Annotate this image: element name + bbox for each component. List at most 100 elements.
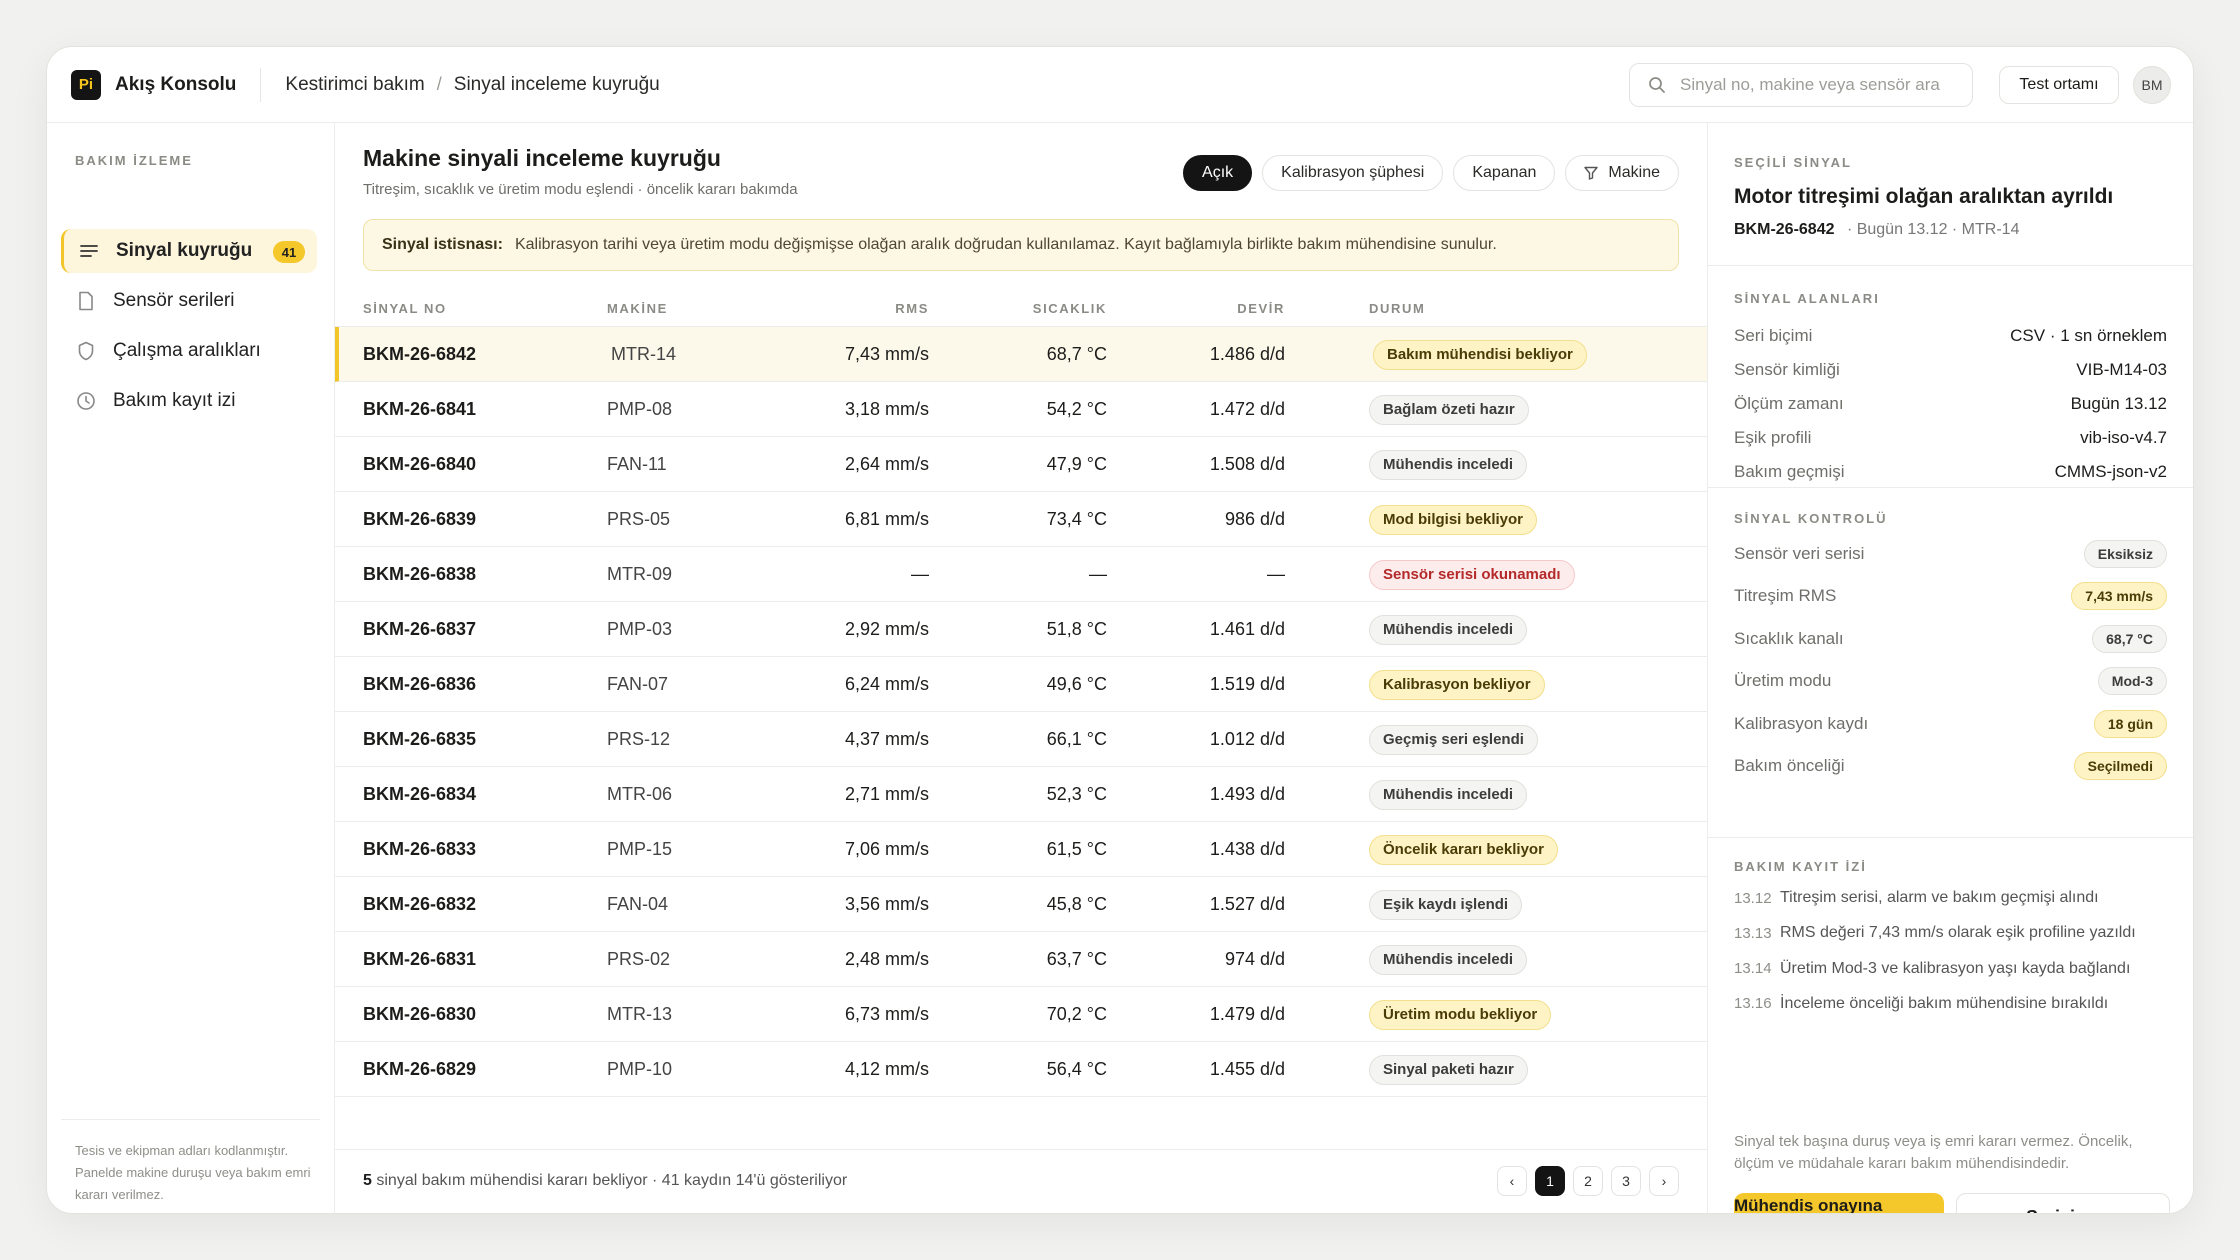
filter-machine[interactable]: Makine — [1565, 155, 1679, 191]
search-placeholder: Sinyal no, makine veya sensör ara — [1680, 75, 1940, 94]
signal-id-cell: BKM-26-6834 — [363, 784, 477, 804]
next-page-button[interactable]: › — [1649, 1166, 1679, 1196]
table-row[interactable]: BKM-26-6838 MTR-09 — — — Sensör serisi okunam… — [335, 547, 1707, 602]
column-header-rms[interactable]: RMS — [895, 301, 929, 316]
field-key: Ölçüm zamanı — [1734, 394, 1844, 413]
table-row[interactable]: BKM-26-6840 FAN-11 2,64 mm/s 47,9 °C 1.508 d… — [335, 437, 1707, 492]
sidebar-item-operating-ranges[interactable]: Çalışma aralıkları — [61, 329, 317, 373]
temperature-cell: 61,5 °C — [1046, 839, 1107, 859]
log-entry: 13.13 RMS değeri 7,43 mm/s olarak eşik pr… — [1734, 918, 2167, 948]
rms-cell: 3,56 mm/s — [844, 894, 929, 914]
page-2-button[interactable]: 2 — [1573, 1166, 1603, 1196]
temperature-cell: 52,3 °C — [1046, 784, 1107, 804]
pagination: ‹ 1 2 3 › — [1497, 1166, 1679, 1196]
check-key: Bakım önceliği — [1734, 756, 1845, 775]
machine-cell: PMP-03 — [607, 619, 673, 639]
selected-signal-info: · Bugün 13.12 · MTR-14 — [1846, 221, 2020, 238]
sidebar-footer-note: Tesis ve ekipman adları kodlanmıştır. Pa… — [61, 1119, 320, 1213]
count-badge: 41 — [273, 241, 305, 263]
rpm-cell: 1.493 d/d — [1209, 784, 1285, 804]
column-header-rpm[interactable]: DEVİR — [1237, 301, 1285, 316]
field-key: Seri biçimi — [1734, 326, 1813, 345]
rpm-cell: 1.438 d/d — [1209, 839, 1285, 859]
table-row[interactable]: BKM-26-6836 FAN-07 6,24 mm/s 49,6 °C 1.519 d… — [335, 657, 1707, 712]
prev-page-button[interactable]: ‹ — [1497, 1166, 1527, 1196]
avatar[interactable]: BM — [2133, 66, 2171, 104]
send-to-engineer-button[interactable]: Mühendis onayına gönder — [1734, 1193, 1944, 1213]
log-time: 13.14 — [1734, 960, 1772, 978]
breadcrumb-separator: / — [436, 74, 442, 94]
list-icon — [78, 240, 100, 262]
selected-signal-id: BKM-26-6842 — [1734, 221, 1835, 238]
sidebar: BAKIM İZLEME Sinyal kuyruğu 41 Sensör se… — [47, 123, 335, 1213]
rms-cell: 4,12 mm/s — [844, 1059, 929, 1079]
signal-check-section-title: SİNYAL KONTROLÜ — [1734, 511, 1888, 526]
table-row[interactable]: BKM-26-6839 PRS-05 6,81 mm/s 73,4 °C 986 d/d… — [335, 492, 1707, 547]
page-1-button[interactable]: 1 — [1535, 1166, 1565, 1196]
table-row[interactable]: BKM-26-6832 FAN-04 3,56 mm/s 45,8 °C 1.527 d… — [335, 877, 1707, 932]
table-row[interactable]: BKM-26-6835 PRS-12 4,37 mm/s 66,1 °C 1.012 d… — [335, 712, 1707, 767]
filter-open[interactable]: Açık — [1183, 155, 1253, 191]
table-row[interactable]: BKM-26-6837 PMP-03 2,92 mm/s 51,8 °C 1.461 d… — [335, 602, 1707, 657]
top-bar: Pi Akış Konsolu Kestirimci bakım / Sinya… — [47, 47, 2193, 123]
column-header-signal-no[interactable]: SİNYAL NO — [363, 301, 447, 316]
signal-id-cell: BKM-26-6831 — [363, 949, 477, 969]
rms-cell: 2,71 mm/s — [844, 784, 929, 804]
sidebar-item-signal-queue[interactable]: Sinyal kuyruğu 41 — [61, 229, 317, 273]
page-3-button[interactable]: 3 — [1611, 1166, 1641, 1196]
filter-closed[interactable]: Kapanan — [1453, 155, 1556, 191]
divider — [1708, 265, 2193, 266]
table-row[interactable]: BKM-26-6834 MTR-06 2,71 mm/s 52,3 °C 1.493 d… — [335, 767, 1707, 822]
rpm-cell: 1.486 d/d — [1209, 344, 1285, 364]
table-row[interactable]: BKM-26-6831 PRS-02 2,48 mm/s 63,7 °C 974 d/d… — [335, 932, 1707, 987]
status-cell: Öncelik kararı bekliyor — [1369, 835, 1558, 865]
temperature-cell: 56,4 °C — [1046, 1059, 1107, 1079]
breadcrumb-item-maintenance[interactable]: Kestirimci bakım — [285, 73, 425, 95]
log-entry: 13.14 Üretim Mod-3 ve kalibrasyon yaşı ka… — [1734, 954, 2167, 984]
temperature-cell: 54,2 °C — [1046, 399, 1107, 419]
log-text: Titreşim serisi, alarm ve bakım geçmişi … — [1780, 889, 2099, 906]
status-badge: Öncelik kararı bekliyor — [1369, 835, 1558, 865]
table-row[interactable]: BKM-26-6841 PMP-08 3,18 mm/s 54,2 °C 1.472 d… — [335, 382, 1707, 437]
rpm-cell: 1.461 d/d — [1209, 619, 1285, 639]
column-header-status[interactable]: DURUM — [1369, 301, 1426, 316]
rms-cell: 3,18 mm/s — [844, 399, 929, 419]
environment-button[interactable]: Test ortamı — [1999, 66, 2119, 104]
summary-text: sinyal bakım mühendisi kararı bekliyor ·… — [376, 1172, 848, 1189]
table-row[interactable]: BKM-26-6829 PMP-10 4,12 mm/s 56,4 °C 1.455 d… — [335, 1042, 1707, 1097]
signal-check: Sıcaklık kanalı 68,7 °C — [1734, 624, 2167, 654]
machine-cell: FAN-07 — [607, 674, 669, 694]
decision-note: Sinyal tek başına duruş veya iş emri kar… — [1734, 1133, 2133, 1172]
temperature-cell: 49,6 °C — [1046, 674, 1107, 694]
log-text: İnceleme önceliği bakım mühendisine bıra… — [1780, 994, 2109, 1012]
rpm-cell: 1.472 d/d — [1209, 399, 1285, 419]
status-badge: Geçmiş seri eşlendi — [1369, 725, 1538, 755]
column-header-machine[interactable]: MAKİNE — [607, 301, 668, 316]
column-header-temperature[interactable]: SICAKLIK — [1032, 301, 1107, 316]
signal-id-cell: BKM-26-6830 — [363, 1004, 477, 1024]
clock-icon — [75, 390, 97, 412]
search-input[interactable]: Sinyal no, makine veya sensör ara — [1629, 63, 1973, 107]
main-content: Makine sinyali inceleme kuyruğu Titreşim… — [335, 123, 1707, 1213]
status-cell: Bağlam özeti hazır — [1369, 395, 1529, 425]
status-badge: Bağlam özeti hazır — [1369, 395, 1529, 425]
filter-calibration[interactable]: Kalibrasyon şüphesi — [1262, 155, 1444, 191]
temperature-cell: 47,9 °C — [1046, 454, 1107, 474]
sidebar-item-maintenance-log[interactable]: Bakım kayıt izi — [61, 379, 317, 423]
machine-cell: MTR-13 — [607, 1004, 673, 1024]
status-badge: Mühendis inceledi — [1369, 450, 1528, 480]
table-row[interactable]: BKM-26-6842 MTR-14 7,43 mm/s 68,7 °C 1.486 d… — [335, 327, 1707, 382]
signal-id-cell: BKM-26-6832 — [363, 894, 477, 914]
check-value-badge: 68,7 °C — [2092, 624, 2167, 653]
status-badge: Mühendis inceledi — [1369, 945, 1528, 975]
signal-field: Eşik profili vib-iso-v4.7 — [1734, 423, 2167, 453]
sidebar-item-sensor-series[interactable]: Sensör serileri — [61, 279, 317, 323]
check-key: Titreşim RMS — [1734, 586, 1837, 606]
rms-cell: 7,06 mm/s — [844, 839, 929, 859]
open-series-button[interactable]: Seriyi aç — [1956, 1193, 2170, 1213]
table-row[interactable]: BKM-26-6833 PMP-15 7,06 mm/s 61,5 °C 1.438 d… — [335, 822, 1707, 877]
temperature-cell: 51,8 °C — [1046, 619, 1107, 639]
check-value-badge: 18 gün — [2093, 709, 2167, 738]
rpm-cell: 1.527 d/d — [1209, 894, 1285, 914]
table-row[interactable]: BKM-26-6830 MTR-13 6,73 mm/s 70,2 °C 1.479 d… — [335, 987, 1707, 1042]
